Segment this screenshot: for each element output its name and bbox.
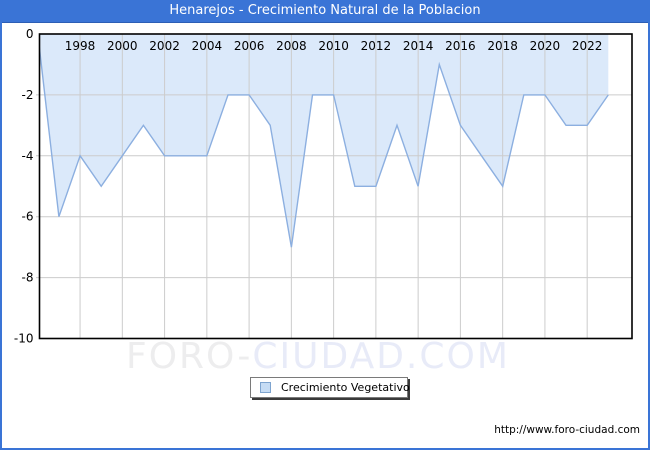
y-tick-label: -8 (22, 271, 34, 285)
area-fill (39, 34, 609, 248)
chart-title-bar: Henarejos - Crecimiento Natural de la Po… (0, 0, 650, 23)
x-tick-label: 2002 (149, 39, 180, 53)
x-axis-labels: 1998 2000 2002 2004 2006 2008 2010 2012 2014 2016… (65, 39, 603, 53)
legend-label: Crecimiento Vegetativo (281, 381, 410, 394)
y-tick-label: 0 (26, 27, 34, 41)
x-tick-label: 2004 (192, 39, 223, 53)
footer-url: http://www.foro-ciudad.com (494, 424, 640, 436)
series-line (39, 42, 609, 248)
y-tick-label: -10 (14, 332, 34, 346)
plot-border (38, 33, 633, 340)
y-tick-label: -6 (22, 210, 34, 224)
x-tick-label: 2006 (234, 39, 265, 53)
x-tick-label: 2014 (403, 39, 434, 53)
x-tick-label: 2022 (572, 39, 603, 53)
chart-title: Henarejos - Crecimiento Natural de la Po… (169, 3, 481, 18)
watermark: FORO-CIUDAD.COM (126, 336, 510, 377)
x-tick-label: 2008 (276, 39, 307, 53)
watermark-part2: CIUDAD.COM (252, 336, 510, 377)
y-axis-labels: 0 -2 -4 -6 -8 -10 (14, 27, 34, 346)
x-tick-label: 2012 (361, 39, 392, 53)
x-tick-label: 1998 (65, 39, 96, 53)
x-tick-label: 2020 (530, 39, 561, 53)
y-tick-label: -4 (22, 149, 34, 163)
x-tick-label: 2000 (107, 39, 138, 53)
x-tick-label: 2010 (318, 39, 349, 53)
watermark-part1: FORO- (126, 336, 253, 377)
x-tick-label: 2016 (445, 39, 476, 53)
y-tick-label: -2 (22, 88, 34, 102)
x-tick-label: 2018 (487, 39, 518, 53)
legend: Crecimiento Vegetativo (250, 377, 410, 398)
legend-swatch-icon (260, 382, 271, 393)
